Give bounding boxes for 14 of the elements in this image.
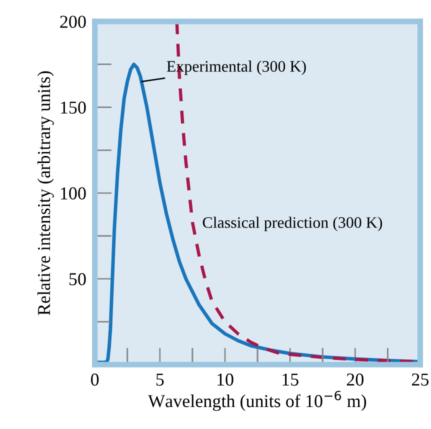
y-tick-label: 200	[60, 16, 86, 28]
x-tick-label: 20	[346, 374, 364, 386]
annotation: Classical prediction (300 K)	[202, 216, 382, 232]
x-tick-label: 25	[412, 374, 429, 386]
y-axis-title: Relative intensity (arbitrary units)	[37, 71, 54, 316]
x-tick-label: 5	[156, 374, 164, 386]
annotation: Experimental (300 K)	[166, 60, 306, 76]
x-tick-label: 15	[282, 374, 298, 386]
x-tick-label: 0	[90, 374, 99, 386]
y-tick-label: 50	[69, 273, 86, 286]
y-tick-label: 150	[60, 102, 86, 114]
y-tick-label: 100	[60, 187, 86, 200]
x-axis-title: Wavelength (units of 10$^{−6}$ m)	[148, 390, 366, 411]
x-tick-label: 10	[218, 374, 234, 386]
